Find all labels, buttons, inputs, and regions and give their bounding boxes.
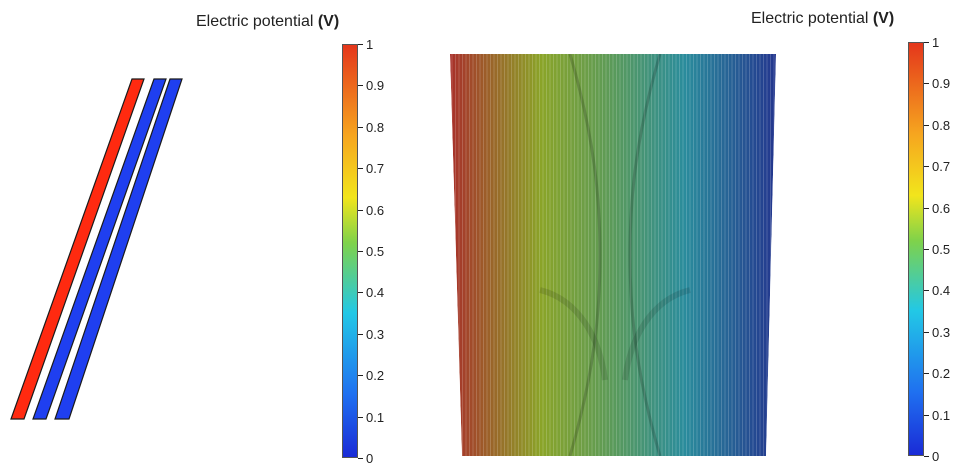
electrodes-plot [10,78,183,420]
colorbar-tickmark [924,207,929,209]
colorbar-tick-label: 0.7 [932,159,951,175]
colorbar [908,42,924,456]
colorbar-tick-label: 0 [932,449,940,464]
electrode-ground-2 [54,78,183,420]
colorbar-tick-label: 0.4 [366,285,385,301]
colorbar-tick-label: 0.4 [932,283,951,299]
colorbar-tick-label: 0.6 [366,202,385,218]
colorbar-tickmark [924,414,929,416]
colorbar-title: Electric potential (V) [751,10,895,27]
colorbar-tickmark [924,290,929,292]
colorbar-tickmark [358,292,363,294]
colorbar-tickmark [924,42,929,43]
colorbar-tick-label: 0.8 [366,119,385,135]
colorbar-tickmark [358,209,363,211]
colorbar-tickmark [358,168,363,170]
colorbar-tickmark [358,458,363,459]
electrode-high-potential [10,78,145,420]
colorbar-title: Electric potential (V) [196,13,340,30]
colorbar-tickmark [358,251,363,252]
colorbar-tick-label: 0.3 [366,326,385,342]
colorbar-tick-label: 0.8 [932,117,951,133]
potential-field-plot [450,54,776,456]
colorbar-tickmark [924,83,929,85]
colorbar-tickmark [358,416,363,418]
colorbar-tick-label: 0.5 [932,242,951,257]
colorbar-tickmark [924,166,929,168]
colorbar-tick-label: 0.1 [366,409,385,425]
colorbar-tickmark [924,249,929,250]
colorbar-tickmark [924,124,929,126]
colorbar-tick-label: 0.1 [932,407,951,423]
colorbar-tick-label: 0 [366,451,374,466]
colorbar-tick-label: 1 [366,37,374,52]
colorbar-tickmark [924,331,929,333]
colorbar-tick-label: 0.3 [932,324,951,340]
colorbar-tickmark [358,333,363,335]
colorbar-tick-label: 0.9 [366,78,385,94]
colorbar-tickmark [924,456,929,457]
colorbar-tickmark [924,373,929,375]
colorbar-tickmark [358,375,363,377]
colorbar-tickmark [358,126,363,128]
colorbar-tick-label: 0.9 [932,76,951,92]
colorbar-tick-label: 1 [932,35,940,50]
colorbar-tick-label: 0.2 [932,366,951,382]
colorbar-tick-label: 0.6 [932,200,951,216]
colorbar-tickmark [358,85,363,87]
left-figure: Electric potential (V) 1 0.9 0.8 0.7 0.6 0.5 0… [0,0,420,466]
right-figure: Electric potential (V) 1 0.9 0.8 0.7 0.6 0.5 0… [420,0,958,466]
colorbar-tick-label: 0.5 [366,244,385,259]
colorbar-tick-label: 0.7 [366,161,385,177]
colorbar-tick-label: 0.2 [366,368,385,384]
colorbar-tickmark [358,44,363,45]
electrode-ground-1 [32,78,167,420]
colorbar [342,44,358,458]
